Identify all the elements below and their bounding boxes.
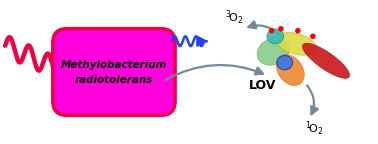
Text: LOV: LOV xyxy=(248,79,276,92)
Ellipse shape xyxy=(276,55,304,86)
Text: radiotolerans: radiotolerans xyxy=(75,75,153,85)
Text: $^3\!$O$_2$: $^3\!$O$_2$ xyxy=(225,8,243,27)
Text: Methylobacterium: Methylobacterium xyxy=(61,60,167,70)
FancyBboxPatch shape xyxy=(53,29,175,115)
Circle shape xyxy=(311,34,315,38)
Text: $^1\!$O$_2$: $^1\!$O$_2$ xyxy=(305,120,324,138)
Ellipse shape xyxy=(277,55,293,70)
Ellipse shape xyxy=(276,33,316,55)
Circle shape xyxy=(296,29,300,33)
Circle shape xyxy=(270,29,274,33)
Ellipse shape xyxy=(257,37,290,65)
Circle shape xyxy=(279,27,283,31)
Ellipse shape xyxy=(302,43,350,78)
Ellipse shape xyxy=(267,29,284,44)
